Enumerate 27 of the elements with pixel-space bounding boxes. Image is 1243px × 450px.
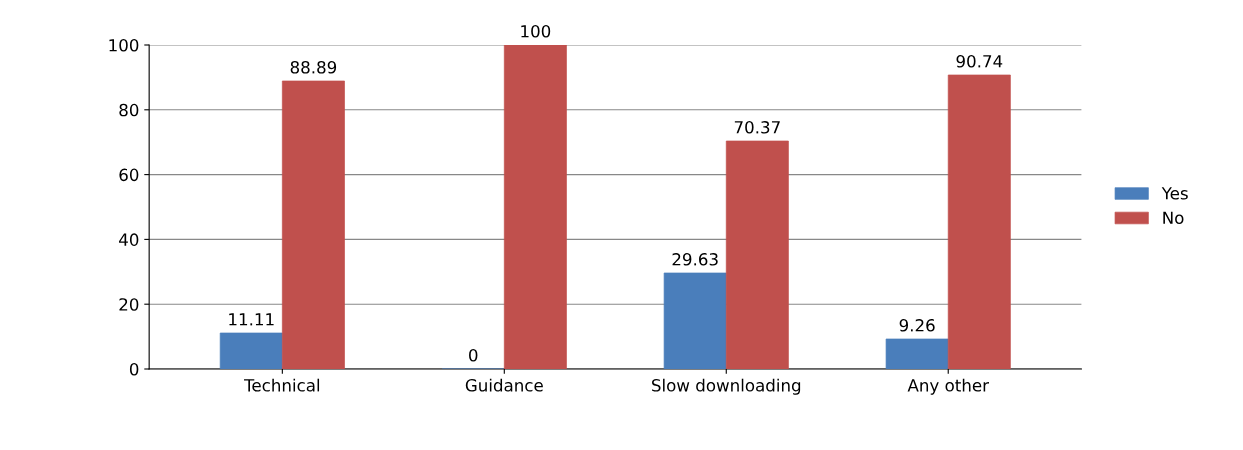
bar xyxy=(947,74,1011,369)
data-label: 11.11 xyxy=(229,313,274,326)
bar xyxy=(219,332,283,369)
data-label: 90.74 xyxy=(956,55,1003,68)
data-label: 70.37 xyxy=(734,121,780,134)
x-tick-label: Slow downloading xyxy=(652,378,801,395)
y-tick-label: 100 xyxy=(109,38,139,52)
y-tick-label: 80 xyxy=(119,103,139,117)
y-tick-label: 20 xyxy=(119,298,139,311)
data-label: 88.89 xyxy=(290,60,337,74)
y-tick-label: 0 xyxy=(129,362,139,376)
legend-label: No xyxy=(1163,211,1184,225)
bar xyxy=(281,80,345,369)
bar xyxy=(663,272,727,369)
x-tick-label: Any other xyxy=(907,378,989,395)
data-label: 0 xyxy=(469,349,478,362)
legend-label: Yes xyxy=(1161,187,1188,200)
x-tick-label: Technical xyxy=(244,378,320,392)
y-tick-label: 40 xyxy=(119,233,139,246)
x-tick-label: Guidance xyxy=(465,378,543,392)
data-label: 29.63 xyxy=(672,253,718,266)
bar xyxy=(503,45,567,369)
bar xyxy=(725,140,789,369)
y-tick-label: 60 xyxy=(119,168,139,182)
bar xyxy=(885,338,949,369)
data-label: 100 xyxy=(521,25,551,38)
data-label: 9.26 xyxy=(899,318,935,332)
